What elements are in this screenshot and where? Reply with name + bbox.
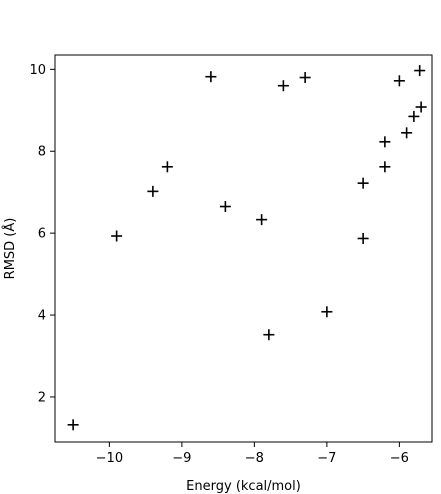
x-tick-label: −7 — [317, 451, 336, 466]
x-tick-label: −9 — [172, 451, 191, 466]
x-tick-label: −6 — [390, 451, 409, 466]
data-point-marker — [147, 185, 159, 197]
plot-frame — [54, 54, 433, 443]
data-point-marker — [263, 329, 275, 341]
data-point-marker — [357, 177, 369, 189]
data-point-marker — [393, 75, 405, 87]
y-tick-label: 2 — [38, 390, 46, 405]
data-point-marker — [299, 72, 311, 84]
y-axis: 2 4 6 8 10 — [29, 63, 55, 405]
data-point-marker — [379, 161, 391, 173]
data-points — [67, 65, 427, 431]
data-point-marker — [401, 127, 413, 139]
y-tick-label: 6 — [38, 227, 46, 242]
y-axis-label: RMSD (Å) — [2, 218, 18, 280]
data-point-marker — [256, 214, 268, 226]
y-tick-label: 4 — [38, 309, 46, 324]
y-tick-label: 8 — [38, 145, 46, 160]
data-point-marker — [219, 201, 231, 213]
data-point-marker — [357, 232, 369, 244]
data-point-marker — [379, 136, 391, 148]
x-tick-label: −8 — [245, 451, 264, 466]
data-point-marker — [161, 161, 173, 173]
x-axis-label: Energy (kcal/mol) — [186, 479, 301, 494]
x-tick-label: −10 — [96, 451, 123, 466]
data-point-marker — [321, 306, 333, 318]
data-point-marker — [414, 65, 426, 77]
data-point-marker — [277, 80, 289, 92]
data-point-marker — [111, 230, 123, 242]
x-axis: −10 −9 −8 −7 −6 — [96, 442, 409, 466]
data-point-marker — [415, 101, 427, 113]
data-point-marker — [408, 110, 420, 122]
y-tick-label: 10 — [29, 63, 46, 78]
data-point-marker — [205, 71, 217, 83]
data-point-marker — [67, 419, 79, 431]
